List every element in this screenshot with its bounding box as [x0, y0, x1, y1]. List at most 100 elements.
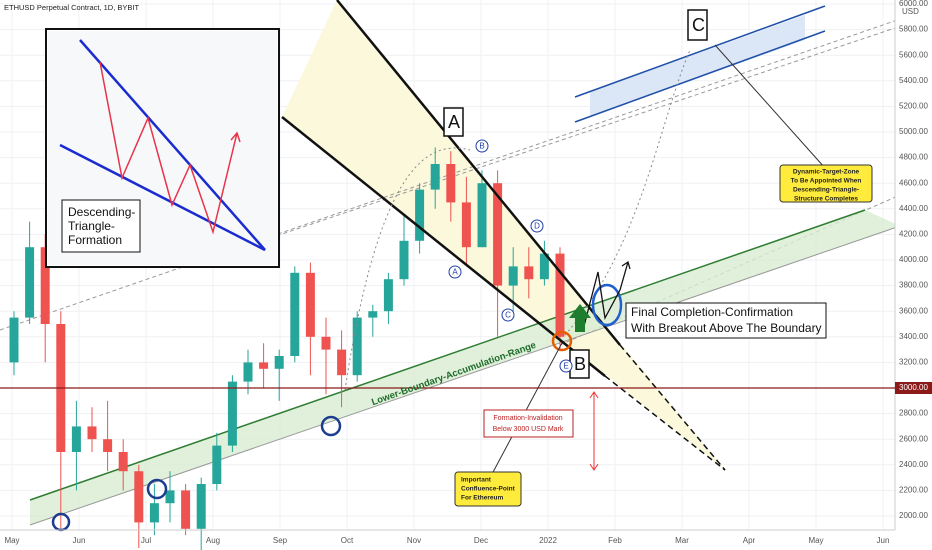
y-tick-label: 4800.00 [899, 153, 928, 162]
x-tick-label: Jul [141, 536, 151, 545]
y-tick-label: 3400.00 [899, 332, 928, 341]
wave-circle [475, 139, 489, 153]
point-label: C [692, 15, 705, 35]
candle-body [508, 266, 518, 286]
wave-circle [448, 265, 462, 279]
x-tick-label: Jun [73, 536, 86, 545]
band-line [29, 225, 901, 526]
y-tick-label: 2000.00 [899, 511, 928, 520]
candle-body [477, 183, 487, 248]
target-text: Descending-Triangle- [793, 187, 859, 194]
chart-title: ETHUSD Perpetual Contract, 1D, BYBIT [4, 3, 139, 12]
projection-path [564, 49, 691, 336]
price-line-tag [895, 382, 932, 394]
y-tick-label: 4400.00 [899, 204, 928, 213]
y-tick-label: 2200.00 [899, 486, 928, 495]
x-tick-label: Nov [407, 536, 421, 545]
candle-body [9, 317, 19, 363]
price-line-label: 3000.00 [899, 383, 928, 392]
accumulation-band [30, 210, 900, 525]
x-tick-label: May [4, 536, 19, 545]
confluence-box [454, 471, 522, 507]
x-tick-label: Jun [877, 536, 890, 545]
candle-body [383, 279, 393, 312]
x-tick-label: Mar [675, 536, 689, 545]
inset-line [79, 39, 266, 251]
candle-body [25, 247, 35, 318]
wave-label: A [452, 268, 458, 277]
dashed-line [0, 7, 932, 331]
y-tick-label: 4000.00 [899, 255, 928, 264]
y-tick-label: 3600.00 [899, 306, 928, 315]
x-tick-label: Apr [743, 536, 756, 545]
point-label: A [448, 112, 460, 132]
candle-body [118, 452, 128, 472]
candle-body [196, 484, 206, 529]
confirmation-text: With Breakout Above The Boundary [631, 321, 822, 335]
upper-trendline [336, 0, 621, 346]
wave-circle [501, 308, 515, 322]
target-zone [590, 15, 805, 117]
confirmation-text: Final Completion-Confirmation [631, 305, 793, 319]
circle-marker [551, 330, 573, 352]
wave-circle [530, 219, 544, 233]
wave-circle [559, 359, 573, 373]
y-tick-label: 2600.00 [899, 434, 928, 443]
candle-body [539, 253, 549, 280]
candle-body [227, 381, 237, 446]
invalidation-text: Below 3000 USD Mark [493, 426, 564, 433]
candle-body [274, 356, 284, 369]
candle-body [243, 362, 253, 382]
y-tick-label: 5600.00 [899, 50, 928, 59]
candle-body [430, 164, 440, 190]
y-tick-label: 3200.00 [899, 358, 928, 367]
point-box [687, 9, 708, 41]
confluence-text: Confluence-Point [461, 486, 516, 493]
target-text: Structure Completes [794, 196, 858, 203]
x-tick-label: 2022 [539, 536, 557, 545]
x-tick-label: Dec [474, 536, 488, 545]
currency-label: USD [902, 7, 919, 16]
candle-body [40, 247, 50, 324]
confluence-text: For Ethereum [461, 495, 503, 502]
candle-body [103, 439, 113, 452]
point-label: B [574, 354, 586, 374]
candle-body [321, 336, 331, 350]
invalidation-box [483, 409, 574, 438]
y-tick-label: 5200.00 [899, 102, 928, 111]
inset-label: Descending- [68, 205, 135, 219]
y-tick-label: 5000.00 [899, 127, 928, 136]
candle-body [461, 202, 471, 248]
x-tick-label: Oct [341, 536, 354, 545]
confirmation-box [625, 302, 827, 339]
target-text: To Be Appointed When [791, 178, 862, 185]
candle-body [87, 426, 97, 440]
x-tick-label: Aug [206, 536, 220, 545]
inset-label: Triangle- [68, 219, 115, 233]
confluence-text: Important [461, 477, 492, 484]
circle-marker [320, 415, 342, 437]
candle-body [149, 503, 159, 523]
y-tick-label: 2800.00 [899, 409, 928, 418]
candle-body [524, 266, 534, 280]
target-line [574, 30, 826, 123]
wave-label: E [563, 362, 568, 371]
x-tick-label: Sep [273, 536, 288, 545]
candle-body [181, 490, 191, 529]
y-tick-label: 5800.00 [899, 25, 928, 34]
lower-trendline-ext [604, 375, 726, 471]
upper-trendline-ext [619, 344, 726, 471]
candle-body [555, 253, 565, 337]
y-tick-label: 4600.00 [899, 178, 928, 187]
invalidation-text: Formation-Invalidation [493, 415, 562, 422]
y-tick-label: 3800.00 [899, 281, 928, 290]
wave-label: B [479, 142, 484, 151]
target-box [779, 164, 873, 203]
candle-body [446, 164, 456, 203]
candle-body [368, 311, 378, 318]
up-arrow [569, 304, 591, 332]
point-box [443, 107, 464, 137]
candle-body [493, 183, 503, 286]
